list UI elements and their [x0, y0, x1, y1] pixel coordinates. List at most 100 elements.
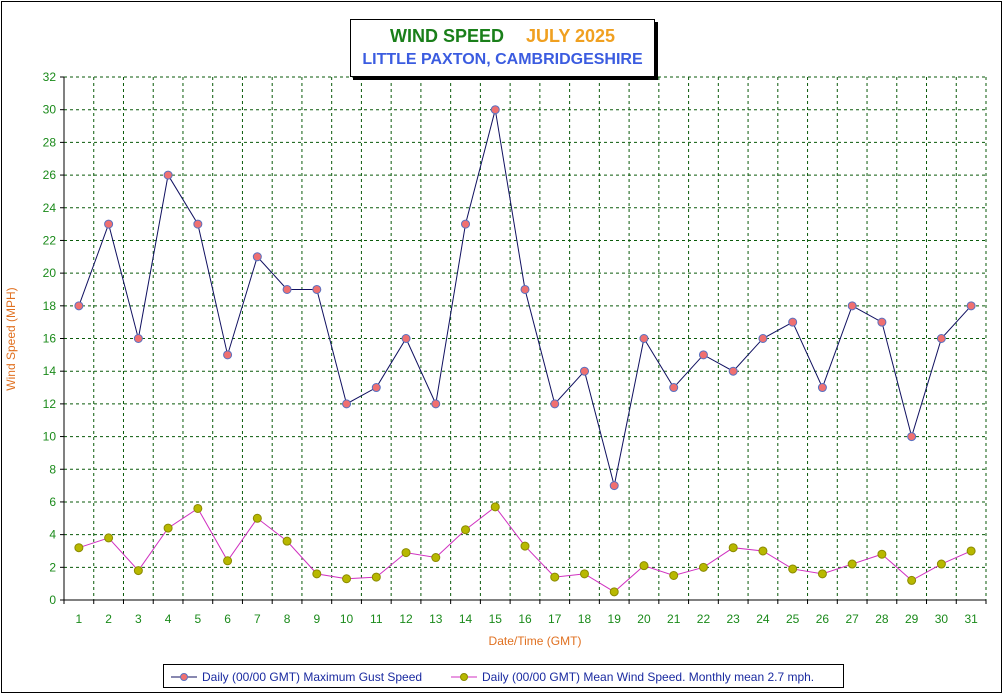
gust-point	[817, 383, 827, 393]
y-tick-label: 22	[43, 233, 57, 247]
mean-point	[342, 574, 352, 584]
x-tick-label: 21	[667, 612, 681, 626]
gust-point	[907, 432, 917, 442]
mean-point	[461, 525, 471, 535]
mean-point	[817, 569, 827, 579]
y-tick-label: 24	[43, 201, 57, 215]
mean-point	[907, 575, 917, 585]
legend: Daily (00/00 GMT) Maximum Gust Speed Dai…	[163, 664, 844, 688]
y-tick-label: 28	[43, 135, 57, 149]
x-tick-label: 28	[875, 612, 889, 626]
gust-point	[312, 284, 322, 294]
y-tick-label: 26	[43, 168, 57, 182]
gust-point	[936, 334, 946, 343]
gust-point	[74, 301, 84, 311]
gust-point	[490, 105, 500, 115]
chart-subtitle: LITTLE PAXTON, CAMBRIDGESHIRE	[362, 51, 643, 68]
y-axis-label: Wind Speed (MPH)	[4, 287, 18, 391]
x-tick-label: 8	[284, 612, 291, 626]
gust-point	[847, 301, 857, 311]
x-tick-label: 30	[935, 612, 949, 626]
y-tick-label: 18	[43, 299, 57, 313]
y-tick-label: 4	[49, 528, 56, 542]
gust-point	[728, 366, 738, 376]
mean-point	[579, 569, 589, 579]
mean-point	[520, 541, 530, 551]
x-tick-label: 9	[313, 612, 320, 626]
x-tick-label: 10	[340, 612, 354, 626]
mean-point	[312, 569, 322, 579]
y-tick-label: 32	[43, 70, 57, 84]
mean-point	[74, 543, 84, 553]
x-tick-label: 31	[964, 612, 978, 626]
x-tick-label: 13	[429, 612, 443, 626]
x-tick-label: 6	[224, 612, 231, 626]
chart-title-box: WIND SPEED JULY 2025 LITTLE PAXTON, CAMBR…	[350, 19, 655, 77]
x-tick-label: 3	[135, 612, 142, 626]
y-tick-label: 6	[49, 495, 56, 509]
mean-point	[282, 536, 292, 546]
mean-point	[223, 556, 233, 566]
y-tick-label: 10	[43, 430, 57, 444]
mean-point	[133, 566, 143, 576]
x-tick-label: 17	[548, 612, 562, 626]
mean-point	[847, 559, 857, 569]
gust-point	[639, 334, 649, 343]
mean-point	[758, 546, 768, 556]
gust-point	[104, 219, 114, 229]
mean-point	[163, 523, 173, 533]
gust-point	[520, 284, 530, 294]
mean-point	[550, 572, 560, 582]
gust-point	[401, 334, 411, 343]
chart-title: WIND SPEED	[389, 26, 504, 46]
x-axis-label: Date/Time (GMT)	[488, 634, 582, 648]
x-tick-label: 5	[194, 612, 201, 626]
y-tick-label: 14	[43, 364, 57, 378]
x-tick-label: 29	[905, 612, 919, 626]
mean-point	[877, 549, 887, 559]
gust-point	[579, 366, 589, 376]
mean-point	[966, 546, 976, 556]
x-tick-label: 19	[608, 612, 622, 626]
gust-point	[461, 219, 471, 229]
y-tick-label: 12	[43, 397, 57, 411]
x-tick-label: 1	[76, 612, 83, 626]
x-tick-label: 18	[578, 612, 592, 626]
chart-period: JULY 2025	[525, 26, 616, 46]
y-tick-label: 20	[43, 266, 57, 280]
x-tick-label: 20	[637, 612, 651, 626]
mean-point	[936, 559, 946, 569]
x-tick-label: 22	[697, 612, 711, 626]
legend-mean-label: Daily (00/00 GMT) Mean Wind Speed. Month…	[482, 670, 815, 684]
x-tick-label: 16	[518, 612, 532, 626]
mean-point	[788, 564, 798, 574]
mean-point	[431, 553, 441, 563]
gust-point	[966, 301, 976, 311]
legend-gust-swatch	[171, 673, 197, 681]
y-tick-label: 0	[49, 593, 56, 607]
x-tick-label: 15	[489, 612, 503, 626]
mean-point	[252, 513, 262, 523]
mean-point	[104, 533, 114, 543]
mean-point	[639, 561, 649, 571]
x-tick-label: 26	[816, 612, 830, 626]
x-tick-label: 12	[399, 612, 413, 626]
gust-point	[609, 481, 619, 491]
x-tick-label: 11	[370, 612, 383, 626]
mean-point	[728, 543, 738, 553]
mean-point	[490, 502, 500, 512]
gust-series-line	[78, 109, 972, 486]
x-tick-label: 24	[756, 612, 770, 626]
gust-point	[877, 317, 887, 327]
mean-point	[401, 548, 411, 558]
x-tick-label: 7	[254, 612, 261, 626]
gust-point	[758, 334, 768, 343]
gust-point	[223, 350, 233, 360]
y-tick-label: 30	[43, 103, 57, 117]
gust-point	[431, 399, 441, 409]
y-tick-label: 16	[43, 332, 57, 346]
x-tick-label: 4	[165, 612, 172, 626]
gust-point	[193, 219, 203, 229]
mean-point	[193, 503, 203, 513]
